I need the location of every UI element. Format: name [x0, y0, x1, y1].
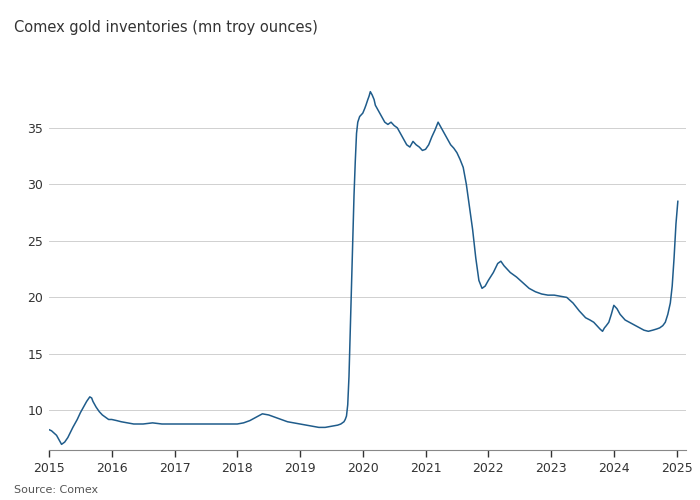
Text: Source: Comex: Source: Comex [14, 485, 98, 495]
Text: Comex gold inventories (mn troy ounces): Comex gold inventories (mn troy ounces) [14, 20, 318, 35]
